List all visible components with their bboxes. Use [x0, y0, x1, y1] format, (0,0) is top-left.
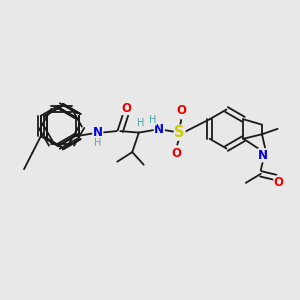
Text: O: O [121, 101, 131, 115]
Text: N: N [258, 149, 268, 162]
Text: H: H [149, 115, 156, 125]
Text: N: N [154, 122, 164, 136]
Text: N: N [93, 126, 103, 139]
Text: O: O [172, 147, 182, 160]
Text: S: S [174, 125, 185, 140]
Text: H: H [94, 137, 101, 148]
Text: O: O [176, 104, 186, 118]
Text: O: O [274, 176, 284, 189]
Text: H: H [137, 118, 144, 128]
